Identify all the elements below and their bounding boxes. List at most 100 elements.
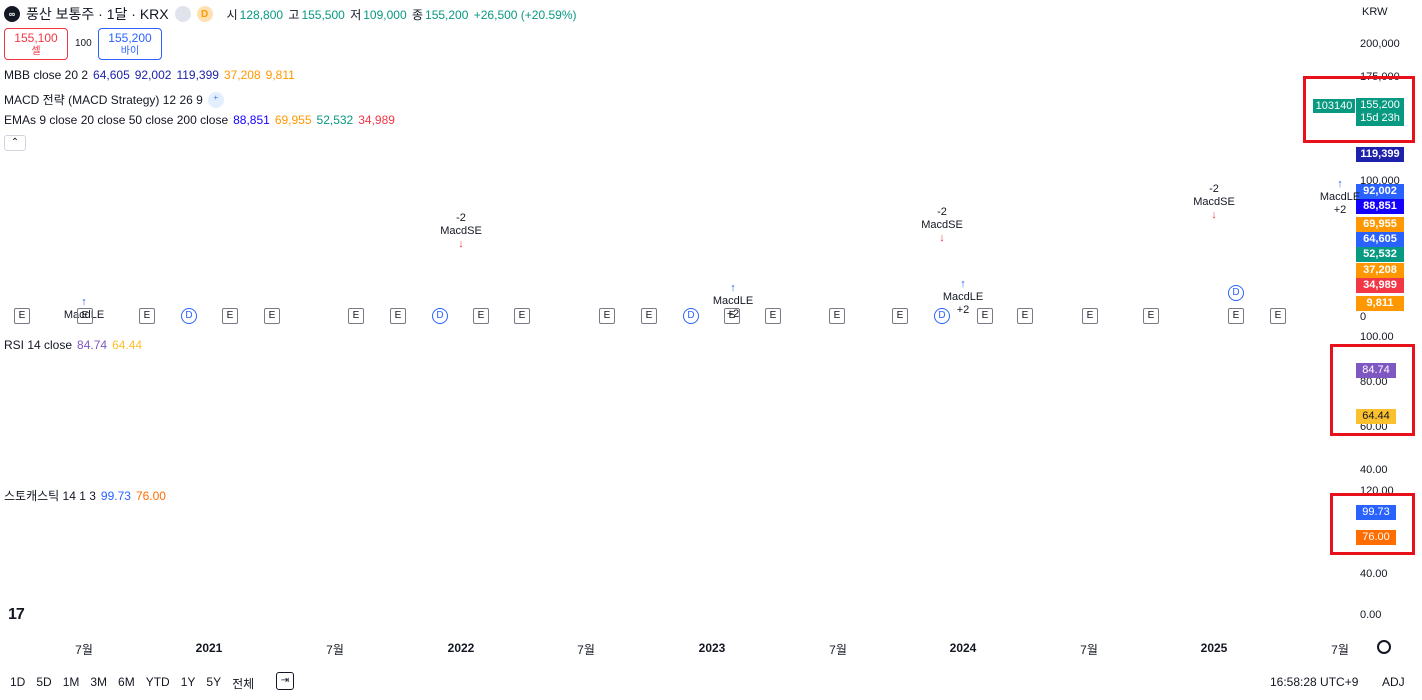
earnings-badge[interactable]: E [1228, 308, 1244, 324]
stoch-d-value: 76.00 [135, 488, 166, 503]
clock[interactable]: 16:58:28 UTC+9 [1270, 675, 1359, 689]
signal-text: MacdLE [942, 291, 984, 303]
candle-body [1233, 226, 1248, 235]
stoch-d-line [9, 524, 1341, 613]
signal-text2: MacdSE [440, 225, 482, 237]
sell-button[interactable]: 155,100 셀 [4, 28, 68, 60]
strategy-signal-label[interactable]: ↑ MacdLE +2 [711, 282, 755, 321]
earnings-badge[interactable]: E [139, 308, 155, 324]
strategy-signal-label[interactable]: -2 MacdSE ↓ [920, 206, 964, 245]
signal-arrow-up-icon: ↑ [960, 278, 966, 290]
time-axis-label: 2021 [195, 641, 223, 655]
mbb-legend[interactable]: MBB close 20 2 64,605 92,002 119,399 37,… [4, 68, 295, 82]
time-axis-label: 7월 [75, 643, 93, 657]
symbol-logo-icon[interactable]: ∞ [4, 6, 20, 22]
date-range-icon[interactable]: ⇥ [276, 672, 294, 690]
price-tag: 9,811 [1356, 296, 1404, 311]
earnings-badge[interactable]: E [14, 308, 30, 324]
emas-name: EMAs 9 close 20 close 50 close 200 close [4, 113, 229, 127]
earnings-badge[interactable]: E [641, 308, 657, 324]
symbol-name[interactable]: 풍산 보통주 · 1달 · KRX [26, 6, 169, 22]
signal-text2: +2 [956, 304, 970, 316]
highlight-box-price [1303, 76, 1415, 143]
range-button[interactable]: 1M [62, 675, 80, 689]
candle-body [42, 289, 57, 291]
market-status-badge[interactable]: D [196, 6, 213, 22]
range-button[interactable]: 3M [90, 675, 108, 689]
earnings-badge[interactable]: E [977, 308, 993, 324]
earnings-badge[interactable]: E [1017, 308, 1033, 324]
range-button[interactable]: 1D [10, 675, 26, 689]
stoch-name: 스토캐스틱 14 1 3 [4, 489, 96, 503]
earnings-badge[interactable]: E [514, 308, 530, 324]
earnings-badge[interactable]: E [1270, 308, 1286, 324]
range-button[interactable]: 전체 [232, 677, 255, 691]
strategy-signal-label[interactable]: -2 MacdSE ↓ [1192, 183, 1236, 222]
rsi-legend[interactable]: RSI 14 close 84.74 64.44 [4, 338, 142, 352]
strategy-signal-label[interactable]: ↑ MacdLE +2 [941, 278, 985, 317]
earnings-badge[interactable]: E [1082, 308, 1098, 324]
buy-button[interactable]: 155,200 바이 [98, 28, 162, 60]
candle-body [816, 269, 831, 272]
dividend-badge[interactable]: D [683, 308, 699, 324]
candle-body [161, 283, 176, 287]
strategy-signal-label[interactable]: ↑ MacdLE [62, 296, 106, 322]
emas-legend[interactable]: EMAs 9 close 20 close 50 close 200 close… [4, 113, 395, 127]
time-axis-label: 2025 [1200, 641, 1228, 655]
earnings-badge[interactable]: E [765, 308, 781, 324]
candle-body [797, 262, 811, 270]
strategy-signal-label[interactable]: ↑ MacdLE +2 [1318, 178, 1362, 217]
earnings-badge[interactable]: E [829, 308, 845, 324]
signal-arrow-up-icon: ↑ [730, 282, 736, 294]
candle-body [697, 267, 712, 272]
earnings-badge[interactable]: E [892, 308, 908, 324]
strategy-signal-label[interactable]: -2 MacdSE ↓ [439, 212, 483, 251]
range-button[interactable]: 6M [118, 675, 135, 689]
price-tag: 37,208 [1356, 263, 1404, 278]
range-button[interactable]: 5D [36, 675, 52, 689]
candle-body [1213, 230, 1228, 235]
time-axis-label: 2024 [949, 641, 977, 655]
stoch-axis-label: 0.00 [1360, 609, 1382, 621]
candle-body [1253, 226, 1268, 232]
macd-strategy-legend[interactable]: MACD 전략 (MACD Strategy) 12 26 9 ⁺ [4, 91, 224, 108]
status-dot-icon [174, 6, 191, 22]
macd-settings-icon[interactable]: ⁺ [207, 91, 224, 108]
dividend-badge[interactable]: D [934, 308, 950, 324]
axis-settings-icon[interactable] [1377, 640, 1391, 654]
earnings-badge[interactable]: E [390, 308, 406, 324]
ema9-value: 88,851 [233, 113, 270, 127]
rsi-name: RSI 14 close [4, 338, 73, 352]
bar-countdown: 15d 23h [1360, 112, 1400, 124]
dividend-badge[interactable]: D [1228, 285, 1244, 301]
earnings-badge[interactable]: E [77, 308, 93, 324]
dividend-badge[interactable]: D [432, 308, 448, 324]
open-label: 시 [226, 7, 238, 22]
adj-toggle[interactable]: ADJ [1382, 675, 1405, 689]
price-tag: 69,955 [1356, 217, 1404, 232]
earnings-badge[interactable]: E [599, 308, 615, 324]
earnings-badge[interactable]: E [348, 308, 364, 324]
earnings-badge[interactable]: E [724, 308, 740, 324]
tradingview-logo[interactable]: 17 [8, 606, 25, 623]
candle-body [1015, 218, 1030, 221]
stochastic-legend[interactable]: 스토캐스틱 14 1 3 99.73 76.00 [4, 487, 166, 504]
earnings-badge[interactable]: E [1143, 308, 1159, 324]
candle-body [102, 286, 117, 290]
collapse-legend-button[interactable]: ⌃ [4, 135, 26, 151]
range-button[interactable]: YTD [145, 675, 170, 689]
candle-body [677, 271, 692, 274]
range-button[interactable]: 1Y [180, 675, 196, 689]
earnings-badge[interactable]: E [264, 308, 280, 324]
earnings-badge[interactable]: E [473, 308, 489, 324]
mbb-lower-line [9, 266, 1341, 303]
currency-label[interactable]: KRW [1362, 6, 1388, 18]
candle-body [221, 269, 236, 275]
candle-body [122, 284, 137, 287]
dividend-badge[interactable]: D [181, 308, 197, 324]
sell-price: 155,100 [14, 31, 58, 45]
earnings-badge[interactable]: E [222, 308, 238, 324]
range-button[interactable]: 5Y [206, 675, 222, 689]
ema50-line [9, 243, 1341, 293]
